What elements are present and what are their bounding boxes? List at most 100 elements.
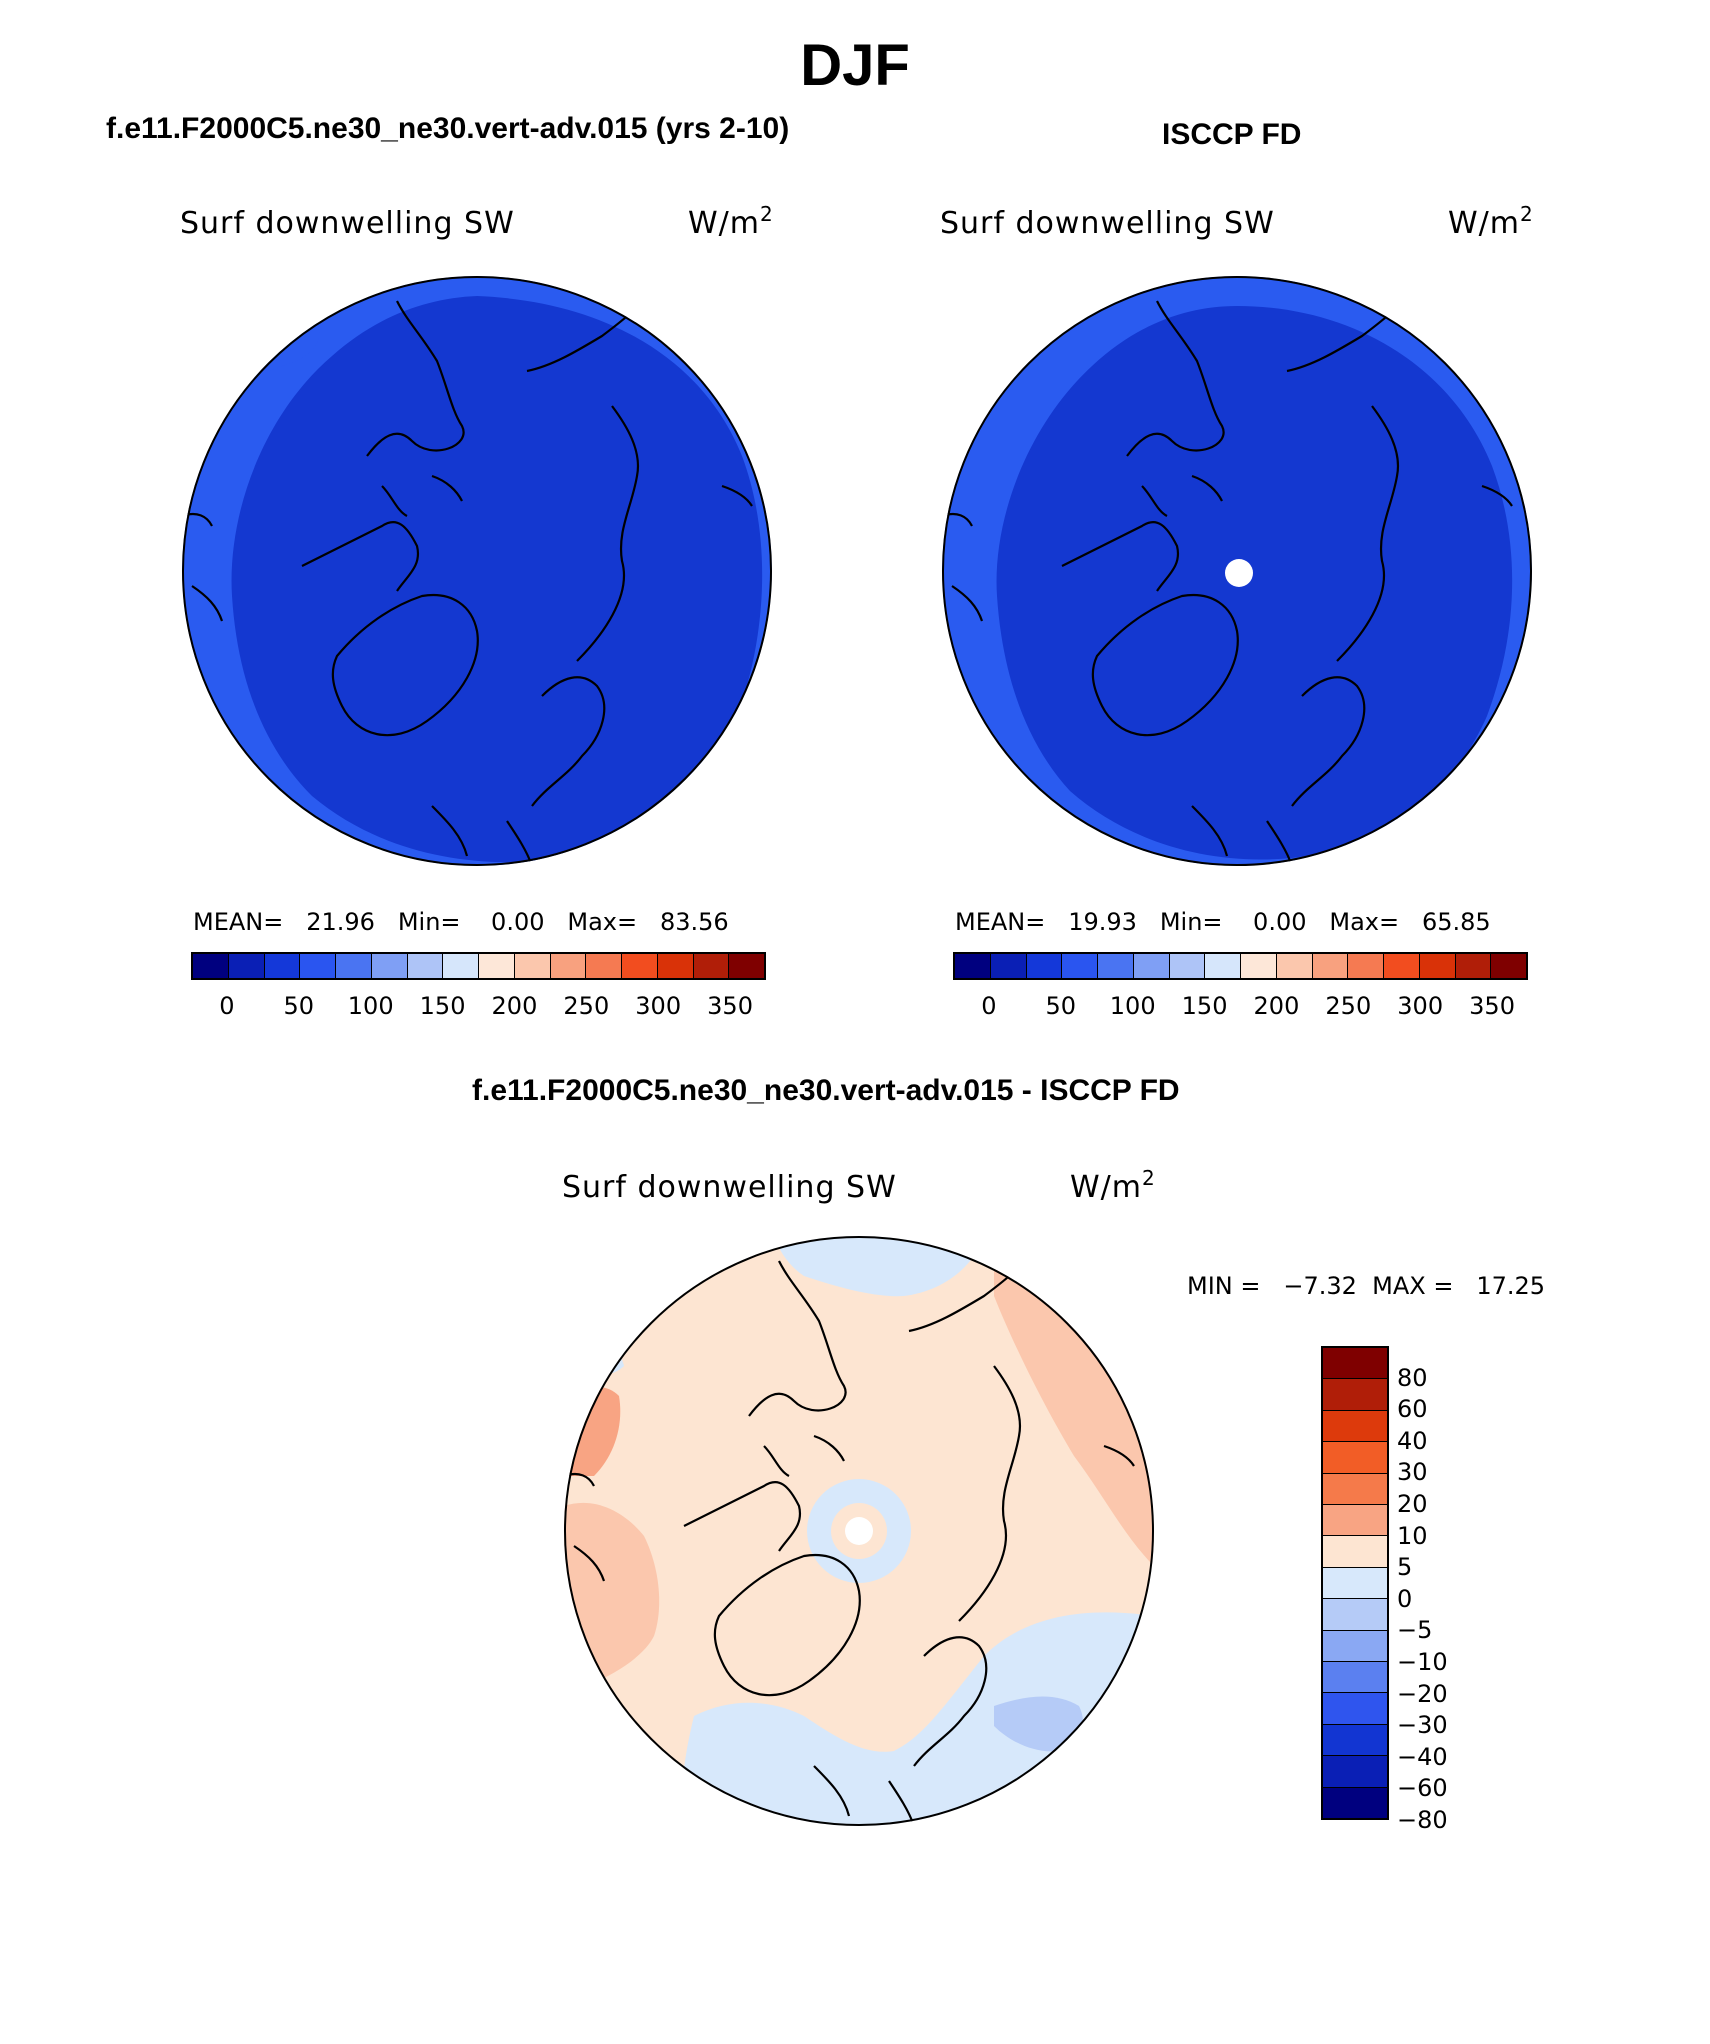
model-polar-map	[182, 276, 772, 866]
colorbar-tick-label: 350	[707, 992, 753, 1020]
colorbar-swatch	[1323, 1629, 1387, 1662]
obs-pole-hole	[1225, 559, 1253, 587]
colorbar-swatch	[263, 954, 300, 978]
colorbar-swatch	[513, 954, 550, 978]
colorbar-swatch	[335, 954, 371, 978]
colorbar-swatch	[1383, 954, 1419, 978]
colorbar-swatch	[1323, 1441, 1387, 1473]
model-coastlines	[182, 285, 753, 866]
colorbar-swatch	[1323, 1755, 1387, 1787]
colorbar-tick-label: −30	[1397, 1711, 1448, 1740]
colorbar-swatch	[656, 954, 693, 978]
colorbar-swatch	[1418, 954, 1455, 978]
colorbar-swatch	[621, 954, 657, 978]
obs-colorbar	[953, 952, 1528, 980]
colorbar-tick-label: 300	[1397, 992, 1444, 1020]
obs-panel-title: ISCCP FD	[1162, 118, 1302, 151]
diff-units-label: W/m2	[1070, 1166, 1156, 1205]
obs-stats: MEAN= 19.93 Min= 0.00 Max= 65.85	[955, 908, 1491, 936]
colorbar-swatch	[1323, 1504, 1387, 1536]
diff-left-neg	[584, 1335, 624, 1375]
colorbar-tick-label: −80	[1397, 1806, 1448, 1834]
colorbar-tick-label: 0	[1397, 1584, 1413, 1613]
colorbar-tick-label: 80	[1397, 1363, 1428, 1392]
model-panel-title: f.e11.F2000C5.ne30_ne30.vert-adv.015 (yr…	[106, 112, 790, 145]
colorbar-swatch	[1347, 954, 1383, 978]
diff-colorbar	[1321, 1346, 1389, 1820]
colorbar-swatch	[1097, 954, 1133, 978]
obs-field-label: Surf downwelling SW	[940, 206, 1275, 241]
obs-coastlines	[942, 285, 1513, 866]
colorbar-swatch	[955, 954, 990, 978]
diff-top-neg	[774, 1236, 984, 1297]
obs-units-label: W/m2	[1448, 202, 1534, 241]
page-title: DJF	[800, 33, 910, 98]
colorbar-tick-label: 250	[563, 992, 610, 1020]
colorbar-swatch	[442, 954, 478, 978]
colorbar-tick-label: 100	[347, 992, 394, 1020]
colorbar-tick-label: 0	[219, 992, 235, 1020]
colorbar-swatch	[1168, 954, 1205, 978]
colorbar-swatch	[1204, 954, 1240, 978]
colorbar-tick-label: 0	[981, 992, 997, 1020]
colorbar-tick-label: 20	[1397, 1490, 1428, 1518]
colorbar-swatch	[1240, 954, 1276, 978]
colorbar-swatch	[1323, 1692, 1387, 1724]
colorbar-swatch	[406, 954, 443, 978]
obs-polar-map	[942, 276, 1532, 866]
colorbar-tick-label: 200	[1253, 992, 1300, 1020]
model-field-label: Surf downwelling SW	[180, 206, 515, 241]
model-stats: MEAN= 21.96 Min= 0.00 Max= 83.56	[193, 908, 729, 936]
colorbar-swatch	[370, 954, 407, 978]
colorbar-tick-label: 200	[491, 992, 538, 1020]
colorbar-swatch	[549, 954, 586, 978]
model-colorbar	[191, 952, 766, 980]
diff-pole-hole	[845, 1517, 873, 1545]
colorbar-tick-label: 10	[1397, 1521, 1428, 1550]
model-units-label: W/m2	[688, 202, 774, 241]
colorbar-swatch	[585, 954, 621, 978]
colorbar-swatch	[989, 954, 1026, 978]
colorbar-swatch	[1275, 954, 1312, 978]
colorbar-tick-label: 30	[1397, 1458, 1428, 1487]
colorbar-swatch	[193, 954, 228, 978]
colorbar-swatch	[1323, 1598, 1387, 1630]
colorbar-tick-label: −40	[1397, 1742, 1448, 1771]
colorbar-tick-label: 50	[1045, 992, 1077, 1020]
colorbar-tick-label: 100	[1109, 992, 1156, 1020]
colorbar-swatch	[1061, 954, 1097, 978]
colorbar-tick-label: 250	[1325, 992, 1372, 1020]
diff-lower-neg-strong	[994, 1696, 1083, 1752]
colorbar-swatch	[1323, 1786, 1387, 1819]
colorbar-tick-label: 150	[1181, 992, 1228, 1020]
colorbar-swatch	[1323, 1409, 1387, 1442]
colorbar-tick-label: 350	[1469, 992, 1515, 1020]
colorbar-swatch	[299, 954, 335, 978]
diff-left-band	[564, 1502, 660, 1686]
colorbar-swatch	[1323, 1723, 1387, 1756]
colorbar-swatch	[1323, 1535, 1387, 1567]
colorbar-tick-label: −60	[1397, 1774, 1448, 1803]
colorbar-tick-label: −10	[1397, 1648, 1448, 1676]
colorbar-swatch	[1490, 954, 1526, 978]
colorbar-tick-label: 5	[1397, 1553, 1413, 1582]
colorbar-tick-label: 300	[635, 992, 682, 1020]
colorbar-swatch	[1132, 954, 1169, 978]
colorbar-swatch	[478, 954, 514, 978]
colorbar-swatch	[1323, 1348, 1387, 1379]
colorbar-swatch	[227, 954, 264, 978]
colorbar-tick-label: 150	[419, 992, 466, 1020]
colorbar-swatch	[1454, 954, 1491, 978]
colorbar-tick-label: −5	[1397, 1616, 1433, 1645]
colorbar-swatch	[1323, 1661, 1387, 1693]
diff-panel-title: f.e11.F2000C5.ne30_ne30.vert-adv.015 - I…	[472, 1074, 1180, 1107]
colorbar-swatch	[1311, 954, 1348, 978]
diff-stats: MIN = −7.32 MAX = 17.25	[1187, 1272, 1546, 1300]
diff-polar-map	[564, 1236, 1154, 1826]
colorbar-swatch	[692, 954, 729, 978]
model-inner-region	[231, 296, 763, 863]
colorbar-swatch	[1323, 1566, 1387, 1599]
diff-right-pos	[994, 1256, 1154, 1566]
colorbar-swatch	[1025, 954, 1062, 978]
colorbar-swatch	[1323, 1472, 1387, 1505]
